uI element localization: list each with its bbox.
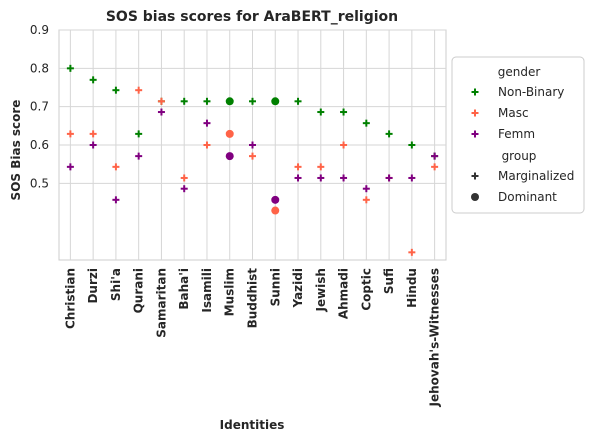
point-non-binary	[225, 97, 234, 106]
point-non-binary	[89, 76, 97, 84]
point-non-binary	[317, 108, 325, 116]
x-tick-label: Jewish	[314, 268, 328, 313]
point-non-binary	[180, 97, 188, 105]
point-masc	[408, 248, 416, 256]
point-femm	[112, 196, 120, 204]
y-tick-labels: 0.5 0.6 0.7 0.8 0.9	[30, 23, 49, 190]
point-masc	[294, 163, 302, 171]
legend-marker	[471, 193, 479, 201]
point-masc	[203, 141, 211, 149]
legend-marker	[471, 109, 479, 117]
point-masc	[180, 174, 188, 182]
point-femm	[294, 174, 302, 182]
legend-group-title: group	[502, 149, 537, 163]
x-tick-label: Yazidi	[291, 268, 305, 309]
point-non-binary	[385, 130, 393, 138]
legend-item: Marginalized	[471, 169, 574, 183]
legend-label: Masc	[498, 106, 529, 120]
legend-group-items: Marginalized Dominant	[471, 169, 574, 204]
point-masc	[157, 97, 165, 105]
point-non-binary	[340, 108, 348, 116]
point-femm	[180, 185, 188, 193]
data-marks	[66, 64, 439, 256]
legend-marker	[471, 172, 479, 180]
x-tick-label: Coptic	[359, 268, 373, 311]
point-non-binary	[271, 97, 280, 106]
point-non-binary	[362, 119, 370, 127]
point-femm	[157, 108, 165, 116]
point-non-binary	[408, 141, 416, 149]
point-femm	[135, 152, 143, 160]
x-tick-label: Baha'i	[177, 268, 191, 310]
point-femm	[89, 141, 97, 149]
point-masc	[249, 152, 256, 160]
point-femm	[408, 174, 416, 182]
x-tick-label: Ahmadi	[337, 268, 351, 319]
x-tick-label: Qurani	[132, 268, 146, 313]
point-femm	[271, 195, 280, 204]
point-masc	[66, 130, 74, 138]
y-tick-label: 0.9	[30, 23, 49, 37]
point-non-binary	[112, 86, 120, 94]
x-tick-label: Samaritan	[154, 268, 168, 338]
point-masc	[317, 163, 325, 171]
point-femm	[362, 185, 370, 193]
point-non-binary	[294, 97, 302, 105]
point-femm	[317, 174, 325, 182]
point-masc	[225, 129, 234, 138]
legend-gender-items: Non-Binary Masc Femm	[471, 85, 564, 141]
y-tick-label: 0.5	[30, 176, 49, 190]
legend-gender-title: gender	[498, 65, 541, 79]
legend: gender Non-Binary Masc Femm group Marginal…	[451, 56, 585, 214]
legend-label: Non-Binary	[498, 85, 564, 99]
point-non-binary	[66, 64, 74, 72]
x-tick-label: Isamili	[200, 268, 214, 313]
chart-title: SOS bias scores for AraBERT_religion	[106, 9, 398, 25]
x-tick-label: Jehovah's-Witnesses	[428, 268, 442, 407]
point-masc	[89, 130, 97, 138]
x-tick-label: Sufi	[382, 268, 396, 294]
x-tick-label: Buddhist	[246, 268, 260, 329]
x-tick-label: Muslim	[223, 268, 237, 316]
y-tick-label: 0.6	[30, 138, 49, 152]
point-femm	[203, 119, 211, 127]
legend-item: Dominant	[471, 190, 557, 204]
point-masc	[340, 141, 348, 149]
x-tick-label: Durzi	[86, 268, 100, 304]
x-tick-label: Shi'a	[109, 268, 123, 301]
point-non-binary	[203, 97, 211, 105]
x-tick-labels: Christian Durzi Shi'a Qurani Samaritan Baha'i…	[63, 268, 441, 408]
y-tick-label: 0.8	[30, 61, 49, 75]
y-tick-label: 0.7	[30, 100, 49, 114]
point-non-binary	[135, 130, 143, 138]
point-femm	[431, 152, 439, 160]
legend-frame	[451, 56, 585, 214]
legend-item: Femm	[471, 127, 535, 141]
legend-item: Non-Binary	[471, 85, 564, 99]
legend-marker	[471, 88, 479, 96]
x-tick-label: Hindu	[405, 268, 419, 308]
point-femm	[225, 152, 234, 161]
point-masc	[431, 163, 439, 171]
point-masc	[362, 196, 370, 204]
x-tick-label: Christian	[63, 268, 77, 329]
point-non-binary	[249, 97, 256, 105]
legend-label: Dominant	[498, 190, 557, 204]
point-masc	[135, 86, 143, 94]
legend-marker	[471, 130, 479, 138]
point-masc	[112, 163, 120, 171]
point-femm	[66, 163, 74, 171]
point-femm	[249, 141, 256, 149]
legend-item: Masc	[471, 106, 529, 120]
legend-label: Marginalized	[498, 169, 574, 183]
legend-label: Femm	[498, 127, 535, 141]
point-femm	[340, 174, 348, 182]
x-tick-label: Sunni	[268, 268, 282, 306]
x-axis-title: Identities	[220, 418, 285, 432]
y-axis-title: SOS Bias score	[9, 100, 23, 201]
point-femm	[385, 174, 393, 182]
point-masc	[271, 206, 280, 215]
